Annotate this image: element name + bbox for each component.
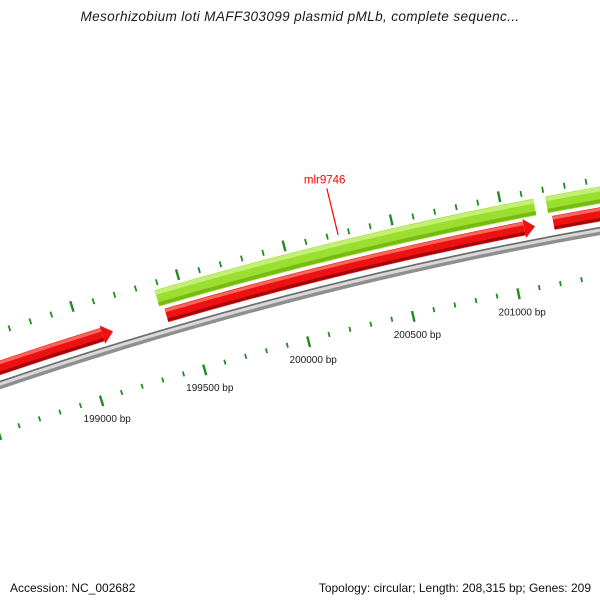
ruler-tick-minor-outer — [197, 267, 201, 274]
ruler-tick-minor-outer — [454, 203, 458, 211]
ruler-tick-minor-inner — [161, 377, 165, 383]
ruler-tick-minor-inner — [369, 321, 373, 327]
ruler-tick-minor-inner — [432, 307, 436, 313]
ruler-tick-major-outer — [69, 300, 75, 313]
ruler-tick-minor-inner — [119, 389, 124, 396]
feature-gene-right-green[interactable] — [547, 192, 600, 213]
ruler-tick-major-outer — [496, 191, 502, 203]
ruler-tick-minor-inner — [140, 383, 144, 389]
ruler-tick-major-inner — [516, 288, 521, 300]
feature-gene-mlr9746-red[interactable] — [164, 221, 526, 323]
ruler-tick-minor-outer — [218, 261, 223, 268]
ruler-tick-minor-inner — [453, 302, 457, 308]
ruler-tick-minor-inner — [223, 359, 227, 365]
feature-gene-right-red[interactable] — [552, 205, 600, 230]
ruler-tick-minor-inner — [537, 285, 541, 291]
ruler-tick-minor-outer — [476, 199, 480, 206]
ruler-tick-minor-inner — [264, 348, 268, 354]
accession-label: Accession: NC_002682 — [10, 581, 136, 595]
feature-gene-right-red[interactable] — [552, 200, 600, 220]
feature-gene-mlr9746-green[interactable] — [154, 198, 537, 307]
ruler-tick-minor-inner — [285, 342, 289, 348]
feature-gene-left-red[interactable] — [0, 337, 105, 390]
ruler-bp-label: 200000 bp — [290, 355, 338, 366]
ruler-tick-minor-inner — [495, 293, 499, 299]
ruler-tick-major-inner — [98, 395, 105, 407]
ruler-tick-minor-outer — [133, 285, 138, 292]
feature-gene-mlr9746-red-arrowhead[interactable] — [522, 219, 536, 238]
annotation-gene-label[interactable]: mlr9746 — [304, 175, 346, 187]
ruler-tick-minor-outer — [49, 311, 54, 318]
sequence-title: Mesorhizobium loti MAFF303099 plasmid pM… — [80, 9, 520, 24]
ruler-tick-minor-inner — [348, 326, 352, 332]
ruler-tick-minor-outer — [411, 213, 415, 220]
backbone-arc-highlight — [0, 227, 600, 386]
ruler-tick-minor-outer — [91, 298, 96, 305]
ruler-tick-major-outer — [174, 269, 181, 281]
feature-gene-right-green[interactable] — [545, 180, 600, 202]
ruler-tick-major-outer — [388, 214, 394, 226]
ruler-tick-major-inner — [306, 336, 312, 348]
ruler-tick-minor-outer — [240, 255, 244, 262]
ruler-tick-major-outer — [281, 240, 287, 252]
ruler-tick-minor-outer — [304, 238, 308, 246]
feature-gene-left-red[interactable] — [0, 328, 102, 381]
ruler-tick-minor-inner — [559, 280, 562, 287]
ruler-tick-minor-outer — [347, 228, 351, 235]
ruler-tick-minor-outer — [261, 249, 265, 256]
ruler-tick-minor-outer — [584, 178, 588, 185]
ruler-tick-minor-outer — [562, 182, 566, 189]
feature-gene-right-red[interactable] — [554, 210, 600, 230]
feature-gene-mlr9746-green[interactable] — [158, 211, 537, 306]
topology-summary-label: Topology: circular; Length: 208,315 bp; … — [318, 581, 591, 595]
ruler-tick-minor-outer — [28, 318, 33, 325]
ruler-tick-minor-inner — [78, 402, 83, 409]
feature-gene-left-red-arrowhead[interactable] — [99, 325, 113, 344]
ruler-tick-minor-outer — [519, 190, 523, 198]
feature-gene-left-red[interactable] — [0, 327, 105, 386]
ruler-tick-minor-outer — [112, 291, 117, 298]
ruler-tick-minor-inner — [244, 353, 248, 360]
feature-gene-mlr9746-red[interactable] — [164, 222, 524, 313]
ruler-bp-label: 201000 bp — [499, 308, 547, 319]
ruler-tick-minor-inner — [474, 297, 478, 304]
ruler-tick-minor-inner — [58, 409, 62, 415]
ruler-tick-minor-outer — [368, 223, 372, 230]
ruler-tick-minor-outer — [7, 325, 12, 332]
ruler-tick-minor-outer — [155, 279, 159, 286]
annotation-leader-line — [326, 188, 339, 236]
feature-gene-right-green[interactable] — [545, 186, 600, 214]
ruler-tick-major-inner — [0, 432, 3, 441]
status-bar: Accession: NC_002682 Topology: circular;… — [0, 579, 600, 595]
ruler-tick-minor-inner — [37, 416, 42, 422]
ruler-tick-minor-inner — [327, 331, 331, 338]
feature-gene-mlr9746-red[interactable] — [167, 231, 526, 322]
ruler-tick-minor-inner — [181, 371, 186, 377]
ruler-tick-minor-outer — [325, 233, 329, 240]
ruler-tick-major-inner — [202, 364, 208, 376]
ruler-bp-label: 199000 bp — [84, 414, 132, 425]
backbone-arc — [0, 227, 600, 390]
ruler-tick-minor-inner — [390, 316, 394, 322]
ruler-bp-label: 199500 bp — [186, 383, 234, 394]
backbone-arc-edge — [0, 226, 600, 383]
ruler-tick-minor-inner — [580, 277, 583, 283]
ruler-tick-minor-inner — [17, 423, 21, 429]
feature-gene-mlr9746-green[interactable] — [154, 199, 535, 295]
ruler-bp-label: 200500 bp — [394, 330, 442, 341]
ruler-tick-minor-outer — [433, 208, 437, 215]
ruler-tick-minor-outer — [541, 186, 545, 193]
ruler-tick-major-inner — [410, 310, 416, 323]
